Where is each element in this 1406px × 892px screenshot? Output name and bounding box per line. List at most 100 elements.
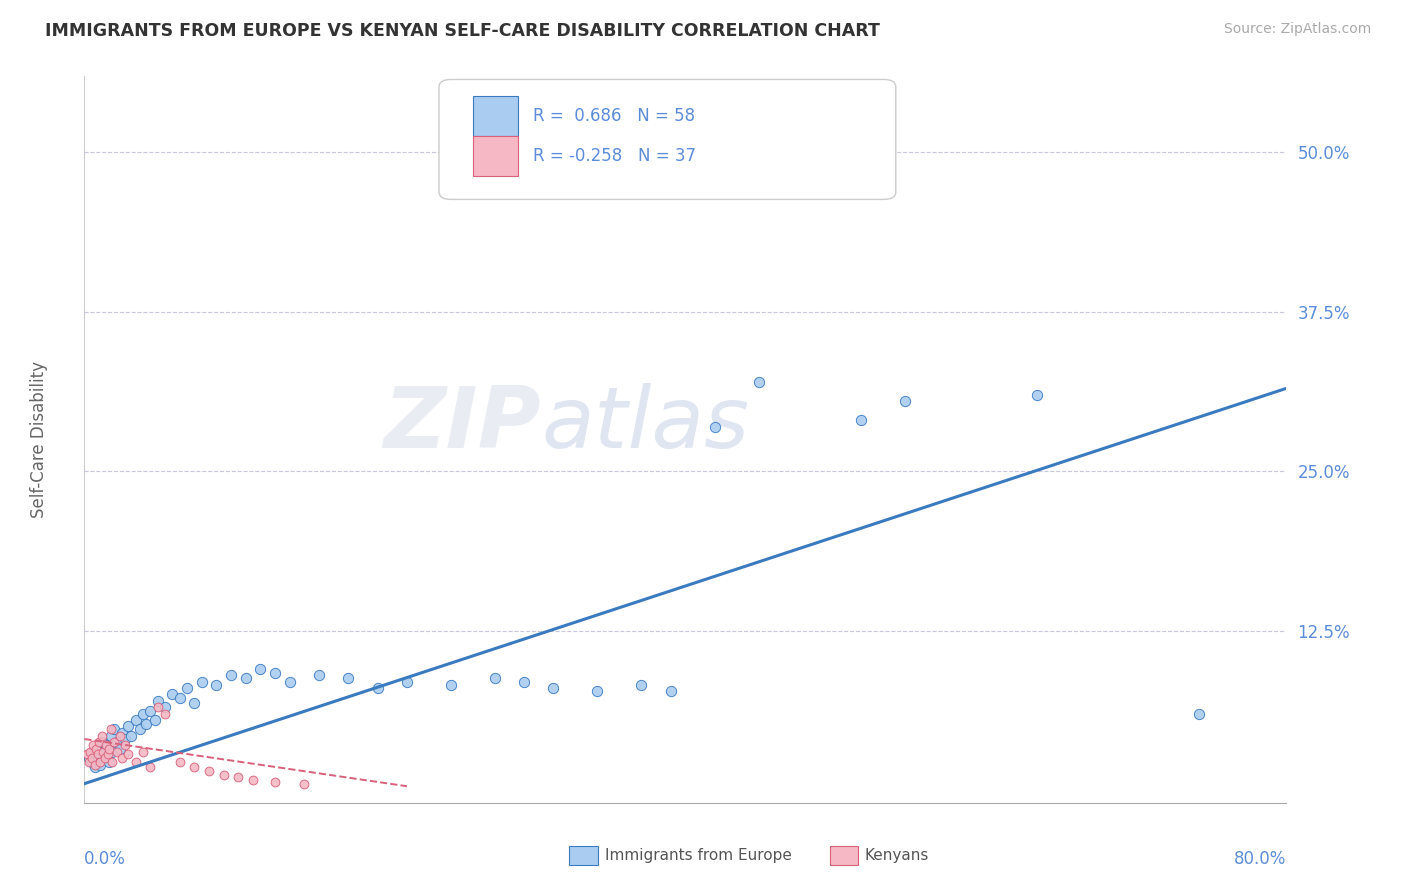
Point	[91, 734, 114, 748]
Point	[82, 739, 104, 753]
Point	[395, 674, 418, 689]
Point	[103, 734, 125, 748]
FancyBboxPatch shape	[439, 79, 896, 200]
Point	[111, 751, 134, 765]
Point	[292, 777, 315, 791]
Point	[205, 678, 228, 692]
Point	[80, 755, 103, 769]
Point	[264, 665, 287, 680]
Point	[1026, 387, 1049, 401]
Point	[337, 671, 360, 685]
Point	[703, 419, 725, 434]
Point	[198, 764, 221, 778]
Point	[219, 668, 242, 682]
Point	[143, 713, 166, 727]
Point	[440, 678, 463, 692]
Text: R = -0.258   N = 37: R = -0.258 N = 37	[533, 147, 696, 165]
Point	[308, 668, 330, 682]
Point	[105, 745, 128, 759]
Point	[84, 747, 107, 762]
Point	[91, 730, 114, 744]
Point	[212, 768, 235, 782]
FancyBboxPatch shape	[472, 95, 519, 136]
Point	[93, 751, 115, 765]
Point	[139, 704, 162, 718]
Point	[748, 375, 770, 389]
Point	[80, 751, 103, 765]
Point	[83, 757, 105, 772]
Point	[124, 755, 146, 769]
Point	[89, 757, 111, 772]
Point	[851, 413, 873, 427]
Point	[83, 760, 105, 774]
Point	[77, 755, 100, 769]
Point	[97, 739, 120, 753]
Point	[98, 742, 121, 756]
Point	[513, 674, 536, 689]
Point	[111, 725, 134, 739]
Point	[77, 751, 100, 765]
Point	[139, 760, 162, 774]
Point	[894, 394, 917, 409]
Text: Kenyans: Kenyans	[865, 848, 929, 863]
Point	[484, 671, 506, 685]
Point	[264, 775, 287, 789]
Text: Self-Care Disability: Self-Care Disability	[30, 360, 48, 518]
Text: atlas: atlas	[541, 384, 749, 467]
Point	[108, 742, 131, 756]
Point	[190, 674, 212, 689]
Point	[278, 674, 301, 689]
Point	[586, 683, 609, 698]
Point	[82, 745, 104, 759]
Point	[84, 742, 107, 756]
Point	[132, 745, 155, 759]
Point	[153, 706, 176, 721]
Point	[1187, 706, 1209, 721]
FancyBboxPatch shape	[472, 136, 519, 176]
Point	[96, 739, 118, 753]
Text: 80.0%: 80.0%	[1234, 850, 1286, 868]
Point	[135, 716, 157, 731]
Text: R =  0.686   N = 58: R = 0.686 N = 58	[533, 107, 695, 125]
Point	[114, 739, 136, 753]
Point	[242, 772, 264, 787]
Point	[124, 713, 146, 727]
Point	[153, 700, 176, 714]
Point	[87, 742, 110, 756]
Point	[169, 755, 191, 769]
Point	[101, 755, 124, 769]
Point	[117, 719, 139, 733]
Point	[630, 678, 652, 692]
Point	[117, 747, 139, 762]
Point	[543, 681, 565, 695]
Point	[76, 747, 98, 762]
Point	[79, 745, 101, 759]
Point	[183, 760, 205, 774]
Point	[87, 734, 110, 748]
Point	[98, 755, 121, 769]
Point	[132, 706, 155, 721]
Point	[100, 730, 122, 744]
Point	[120, 730, 142, 744]
Point	[105, 734, 128, 748]
Point	[97, 747, 120, 762]
Point	[96, 747, 118, 762]
Point	[146, 700, 169, 714]
Point	[100, 722, 122, 736]
Point	[103, 722, 125, 736]
Point	[86, 747, 108, 762]
Point	[86, 752, 108, 766]
Point	[94, 751, 117, 765]
Point	[93, 745, 115, 759]
Point	[183, 696, 205, 710]
Point	[659, 683, 682, 698]
Point	[89, 755, 111, 769]
Point	[235, 671, 257, 685]
Point	[114, 732, 136, 747]
Point	[101, 745, 124, 759]
Point	[176, 681, 198, 695]
Point	[169, 691, 191, 706]
Point	[108, 730, 131, 744]
Point	[146, 694, 169, 708]
Point	[226, 770, 249, 784]
